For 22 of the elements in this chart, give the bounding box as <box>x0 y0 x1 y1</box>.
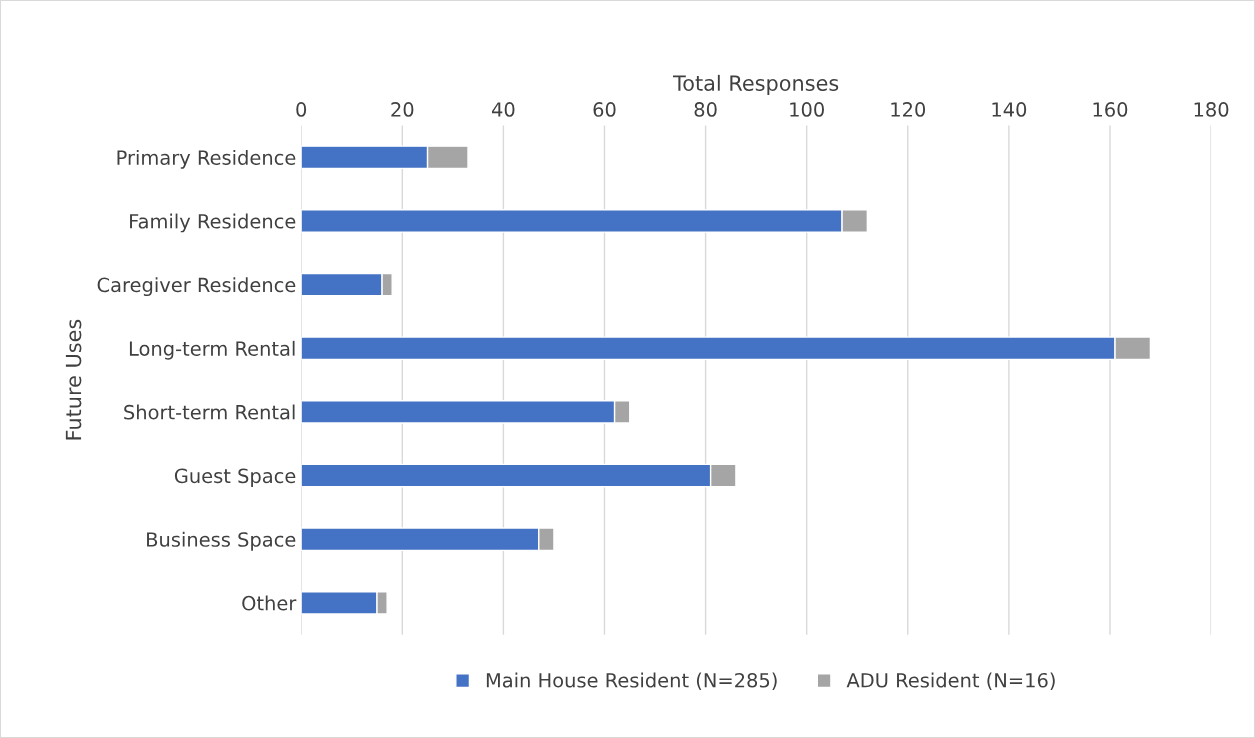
x-tick-label: 100 <box>790 102 824 117</box>
x-tick-label: 80 <box>694 102 717 117</box>
y-tick-label: Long-term Rental <box>129 340 295 360</box>
legend-label: Main House Resident (N=285) <box>486 672 777 690</box>
x-tick-label: 20 <box>391 102 414 117</box>
x-axis-title: Total Responses <box>672 74 839 95</box>
x-tick-label: 60 <box>593 102 616 117</box>
x-tick-label: 160 <box>1093 102 1128 117</box>
x-tick-label: 140 <box>992 102 1027 117</box>
y-tick-label: Guest Space <box>174 468 296 487</box>
y-tick-label: Business Space <box>147 531 296 551</box>
y-tick-label: Other <box>242 595 297 611</box>
y-tick-label: Primary Residence <box>117 149 296 169</box>
y-axis-title: Future Uses <box>65 319 82 440</box>
y-tick-label: Caregiver Residence <box>97 277 296 297</box>
x-tick-label: 120 <box>891 102 926 117</box>
y-tick-label: Family Residence <box>130 213 296 233</box>
x-tick-label: 0 <box>296 102 307 117</box>
x-tick-label: 180 <box>1194 102 1229 117</box>
x-tick-label: 40 <box>491 102 515 117</box>
y-tick-label: Short-term Rental <box>124 404 295 420</box>
legend-label: ADU Resident (N=16) <box>846 672 1055 690</box>
